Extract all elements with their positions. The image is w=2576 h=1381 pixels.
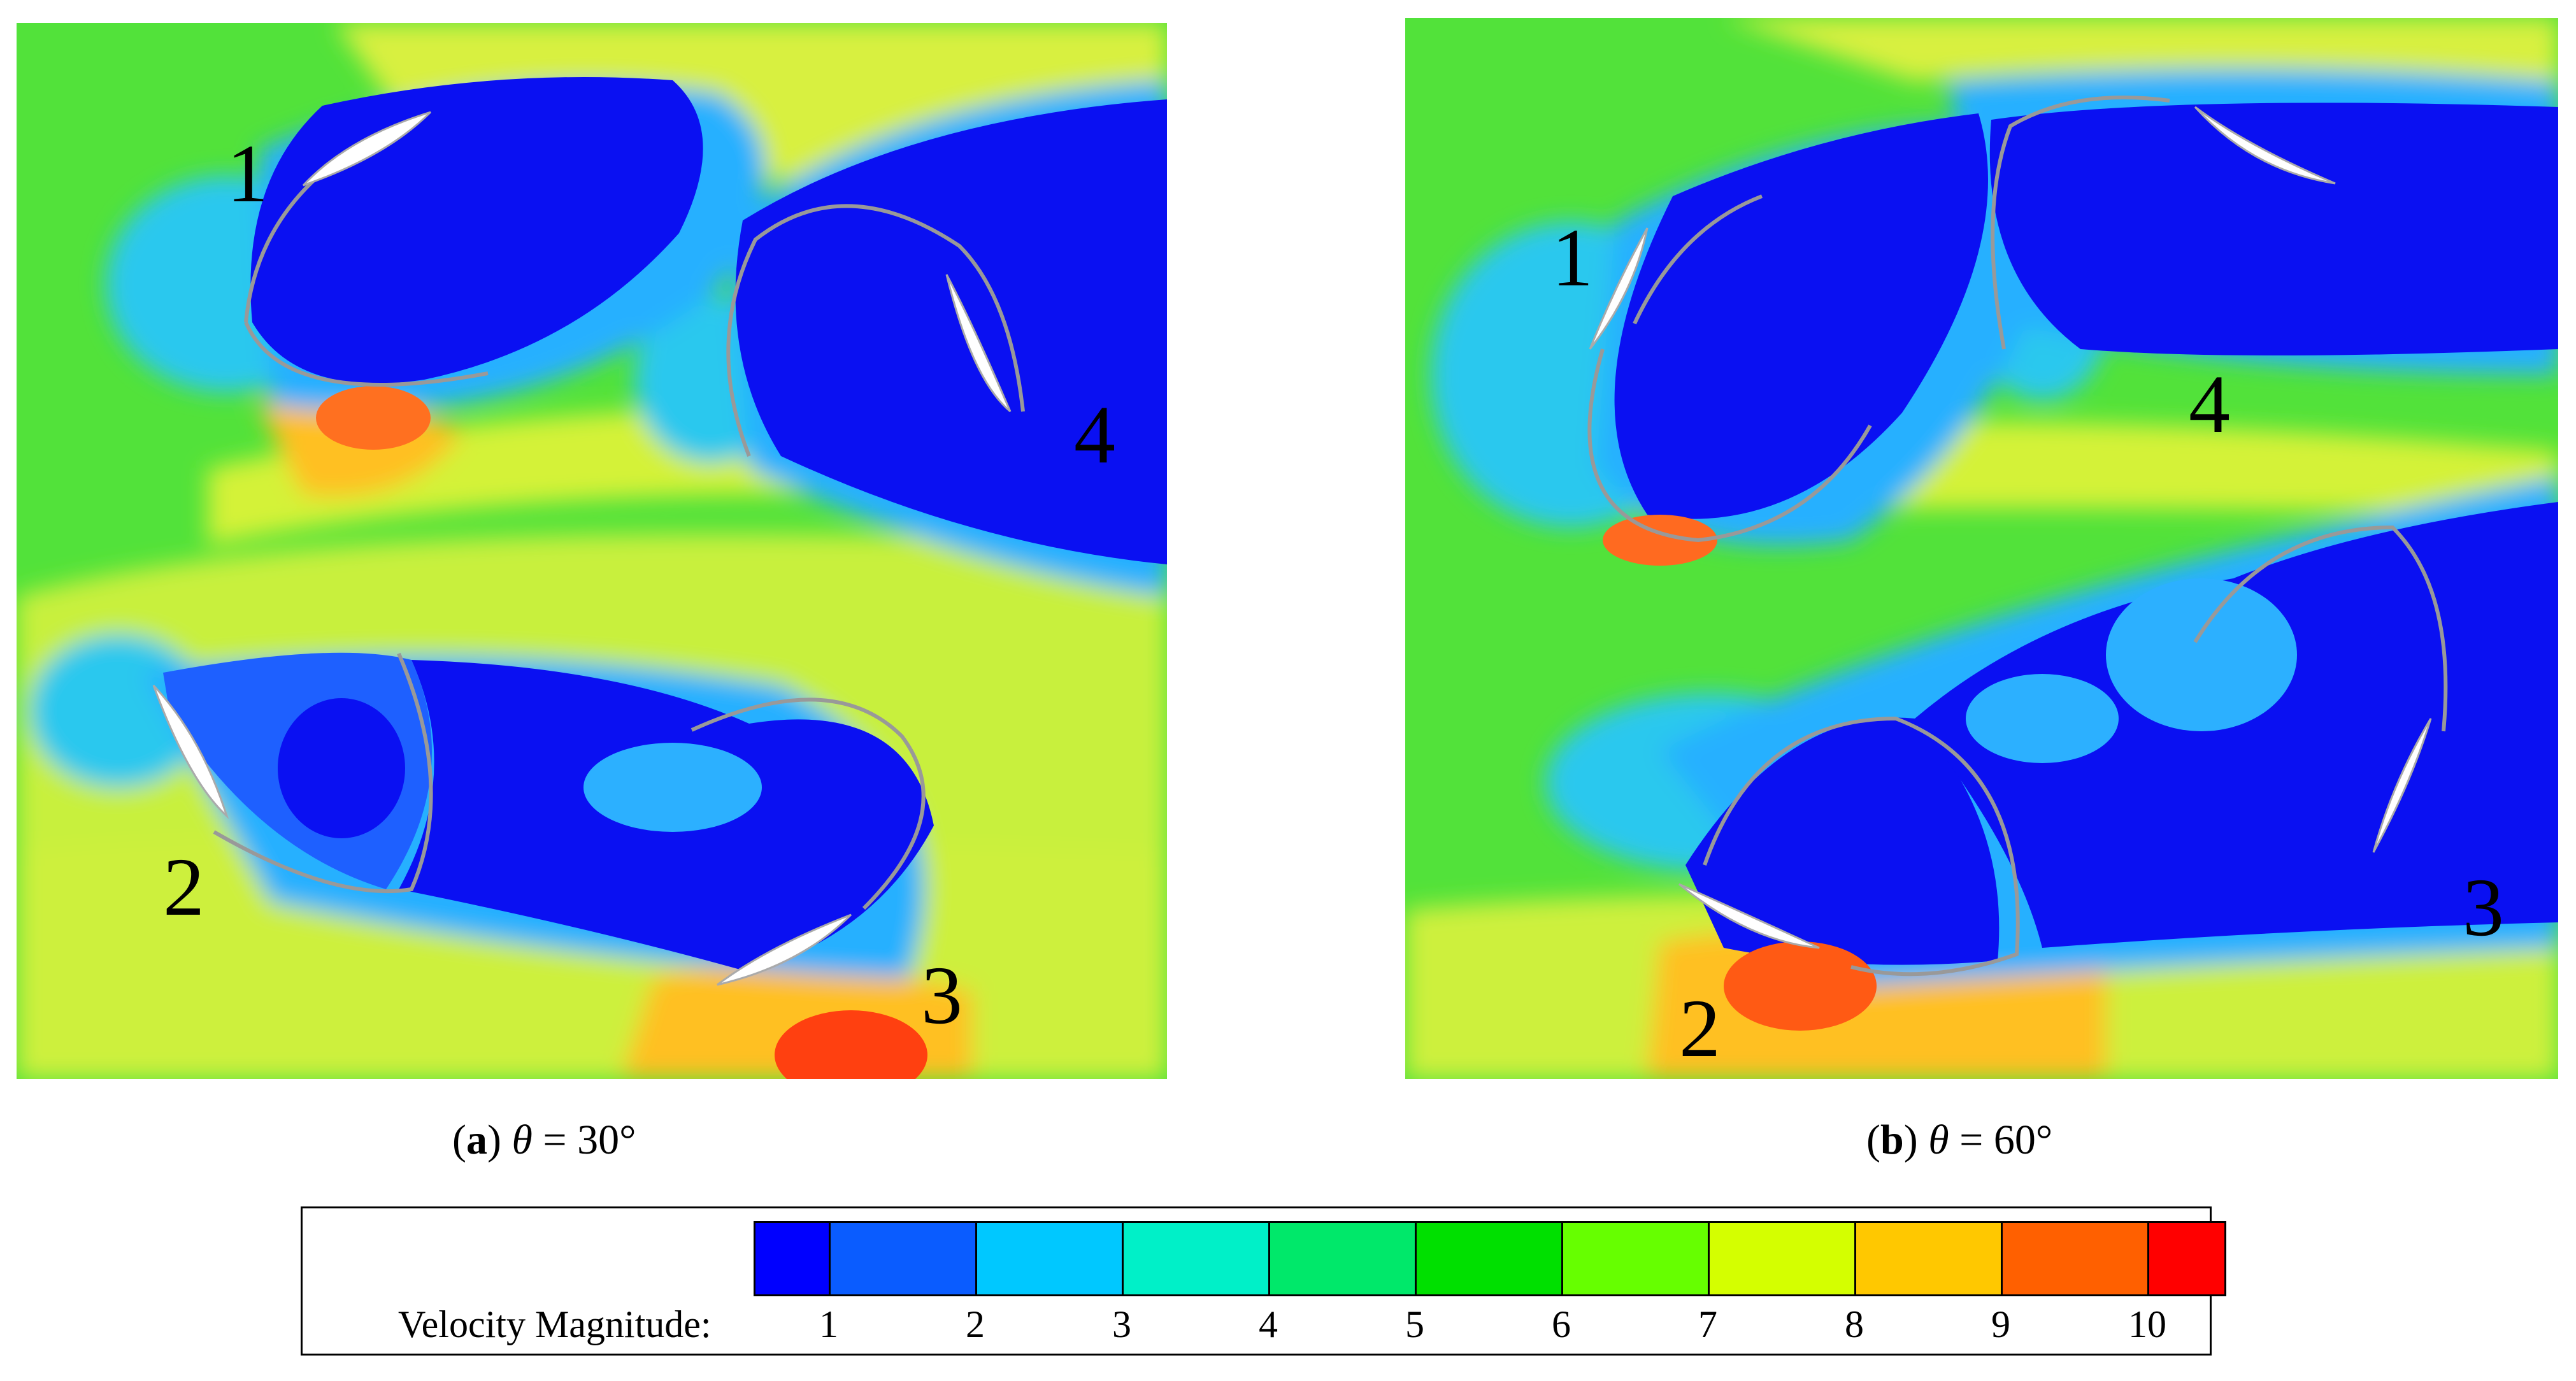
high-velocity-spot-1 xyxy=(316,386,431,450)
high-velocity-spot-3 xyxy=(775,1010,927,1079)
blade-label-1: 1 xyxy=(227,128,268,220)
blade-label-3: 3 xyxy=(921,950,962,1041)
caption-b: (b) θ = 60° xyxy=(1866,1117,2053,1163)
wake-core-2 xyxy=(1685,717,2000,965)
caption-a-tag: a xyxy=(466,1117,487,1163)
wake-core-4 xyxy=(735,99,1167,564)
color-scale-segment xyxy=(1563,1223,1710,1294)
high-velocity-spot-1 xyxy=(1603,515,1717,566)
color-scale-segment xyxy=(1124,1223,1270,1294)
legend-tick-label: 8 xyxy=(1845,1303,1864,1345)
legend-tick-label: 5 xyxy=(1405,1303,1424,1345)
legend-tick-label: 4 xyxy=(1259,1303,1278,1345)
contour-panel-b: 1 2 3 4 xyxy=(1405,18,2558,1079)
legend-tick-label: 10 xyxy=(2128,1303,2166,1345)
contour-panel-a: 1 2 3 4 xyxy=(17,23,1167,1079)
velocity-contour-b: 1 2 3 4 xyxy=(1405,18,2558,1079)
blade-1 xyxy=(302,111,432,187)
wake-core-1 xyxy=(1614,113,1988,519)
caption-a-value: = 30° xyxy=(543,1117,636,1163)
legend-tick-label: 3 xyxy=(1112,1303,1131,1345)
legend-tick-label: 1 xyxy=(819,1303,838,1345)
velocity-legend: Velocity Magnitude: 1 2 3 4 5 6 7 8 9 10 xyxy=(301,1206,2226,1356)
caption-a-variable: θ xyxy=(512,1117,533,1163)
blade-1 xyxy=(1589,227,1649,350)
blade-label-4: 4 xyxy=(2189,359,2230,450)
color-scale-bar xyxy=(754,1221,2226,1296)
blade-3 xyxy=(2372,718,2432,853)
wake-core-4 xyxy=(1989,103,2558,356)
blade-4 xyxy=(2194,106,2336,185)
color-scale-segment xyxy=(755,1223,831,1294)
color-scale-segment xyxy=(1710,1223,1856,1294)
color-scale-segment xyxy=(1270,1223,1417,1294)
legend-title: Velocity Magnitude: xyxy=(398,1303,712,1345)
caption-b-tag: b xyxy=(1880,1117,1904,1163)
velocity-contour-a: 1 2 3 4 xyxy=(17,23,1167,1079)
caption-b-variable: θ xyxy=(1928,1117,1949,1163)
color-scale-segment xyxy=(2003,1223,2149,1294)
blade-label-4: 4 xyxy=(1074,389,1115,481)
blade-4 xyxy=(945,274,1012,413)
color-scale-segment xyxy=(1417,1223,1563,1294)
color-scale-segment xyxy=(831,1223,977,1294)
blade-2 xyxy=(1678,883,1820,949)
caption-a: (a) θ = 30° xyxy=(452,1117,636,1163)
blade-label-3: 3 xyxy=(2463,862,2504,954)
caption-b-value: = 60° xyxy=(1959,1117,2053,1163)
blade-label-2: 2 xyxy=(163,841,204,933)
legend-tick-label: 6 xyxy=(1552,1303,1571,1345)
blade-label-2: 2 xyxy=(1679,983,1721,1075)
color-scale-segment xyxy=(2149,1223,2224,1294)
blade-label-1: 1 xyxy=(1552,212,1593,304)
legend-tick-label: 9 xyxy=(1991,1303,2010,1345)
legend-tick-label: 2 xyxy=(966,1303,985,1345)
blade-2 xyxy=(152,684,229,819)
high-velocity-spot-2 xyxy=(1724,941,1877,1031)
blade-3 xyxy=(717,913,852,986)
legend-tick-label: 7 xyxy=(1698,1303,1717,1345)
color-scale-segment xyxy=(977,1223,1124,1294)
color-scale-segment xyxy=(1856,1223,2003,1294)
